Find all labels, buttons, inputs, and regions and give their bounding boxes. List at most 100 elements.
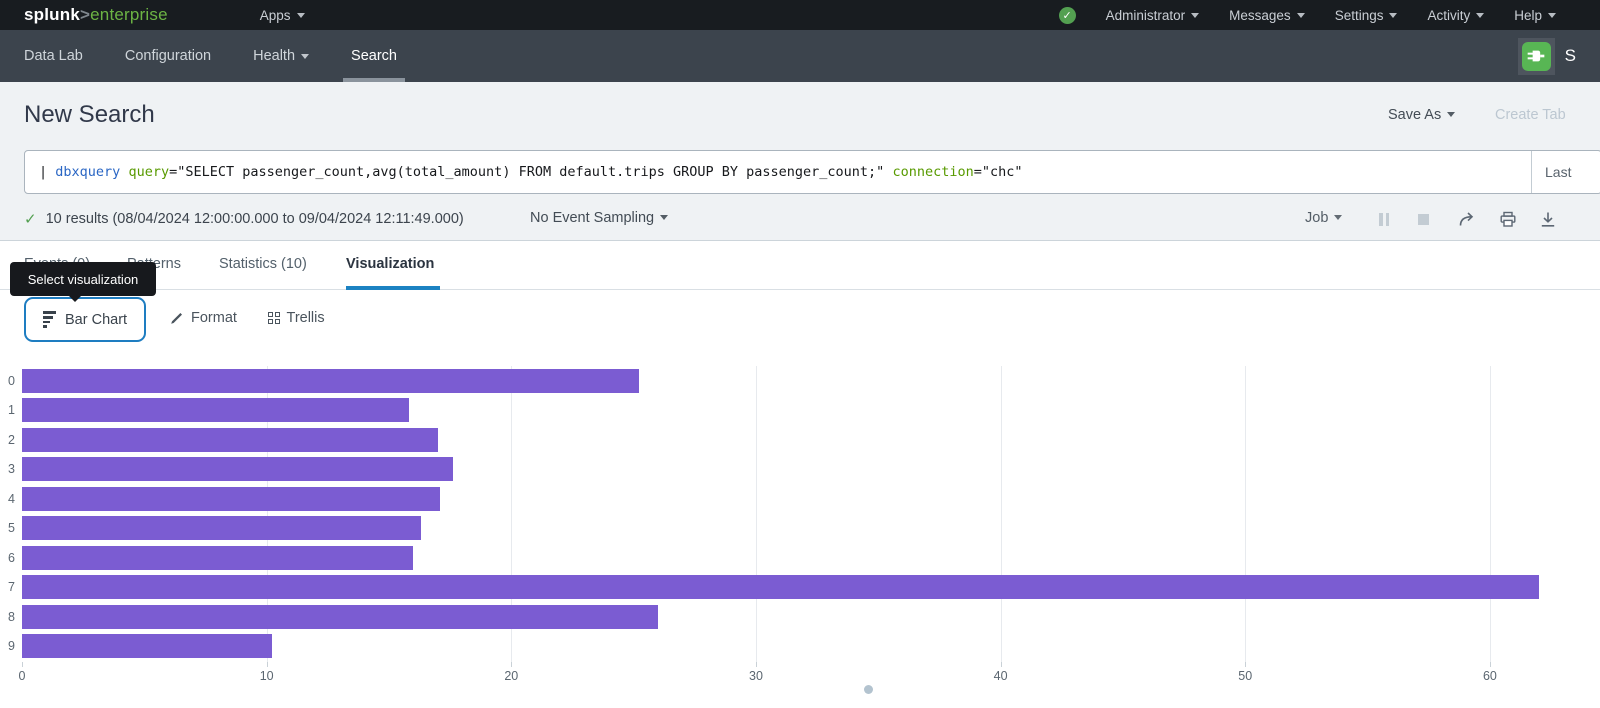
x-axis-tick-label: 50 [1238,669,1253,683]
bar[interactable] [22,486,441,511]
time-range-picker[interactable]: Last [1531,151,1600,193]
x-axis-tick-label: 60 [1482,669,1497,683]
x-axis-tick [1000,662,1002,667]
gridline [1000,366,1002,663]
x-axis-tick-label: 10 [259,669,274,683]
trellis-grid-icon [268,312,280,324]
category-label: 0 [8,373,15,388]
results-summary-group: ✓ 10 results (08/04/2024 12:00:00.000 to… [24,210,464,228]
bar[interactable] [22,604,659,629]
chart-row: 6 [8,543,1600,573]
chart-row: 9 [8,632,1600,662]
bar[interactable] [22,457,453,482]
chart-row: 0 [8,366,1600,396]
nav-item-configuration[interactable]: Configuration [124,48,212,64]
stop-job-button[interactable] [1413,210,1433,228]
x-axis-tick [1245,662,1247,667]
chevron-down-icon [1191,12,1200,18]
create-table-button: Create Tab [1495,107,1566,123]
event-sampling-menu[interactable]: No Event Sampling [530,210,669,226]
appbar-right: S [1517,37,1576,75]
x-axis-tick-label: 20 [504,669,519,683]
chart-plot: 0 1 2 3 4 5 6 7 8 9 [8,366,1600,663]
activity-menu[interactable]: Activity [1427,8,1485,23]
category-label: 8 [8,609,15,624]
category-label: 9 [8,639,15,654]
health-status-icon[interactable]: ✓ [1058,6,1076,24]
chart-row: 7 [8,573,1600,603]
bar[interactable] [22,516,421,541]
bar[interactable] [22,545,414,570]
x-axis-tick [266,662,268,667]
db-connect-app-icon-box[interactable] [1517,37,1555,75]
bar[interactable] [22,575,1539,600]
page-title: New Search [24,101,155,128]
splunk-logo[interactable]: splunk>enterprise [24,5,168,25]
query-param-connection: connection [892,164,974,180]
nav-item-search[interactable]: Search [343,30,405,82]
chart-row: 2 [8,425,1600,455]
chart-row: 3 [8,455,1600,485]
query-param-query: query [128,164,170,180]
chevron-down-icon [1476,12,1485,18]
query-sql-text: ="SELECT passenger_count,avg(total_amoun… [169,164,893,180]
visualization-toolbar: Bar Chart Format Trellis [0,290,1600,360]
search-bar: | dbxquery query ="SELECT passenger_count… [24,150,1600,194]
share-icon[interactable] [1457,210,1477,228]
pause-job-button[interactable] [1374,210,1394,228]
apps-menu[interactable]: Apps [260,8,305,23]
bar[interactable] [22,398,409,423]
tabs-bar: Events (0) Patterns Statistics (10) Visu… [0,241,1600,290]
nav-item-health[interactable]: Health [253,30,310,82]
scroll-indicator-dot[interactable] [864,685,873,694]
x-axis-tick [22,662,23,667]
messages-menu[interactable]: Messages [1229,8,1305,23]
x-axis-tick-label: 30 [749,669,763,683]
query-command: dbxquery [55,164,121,180]
settings-menu[interactable]: Settings [1335,8,1398,23]
category-label: 3 [8,462,15,477]
chart-row: 8 [8,602,1600,632]
x-axis-tick [755,662,757,667]
pencil-icon [170,311,184,325]
x-axis-tick-label: 0 [18,669,26,683]
bar-chart-icon [43,311,56,328]
x-axis-tick [1489,662,1491,667]
chevron-down-icon [1548,12,1556,18]
nav-item-data-lab[interactable]: Data Lab [24,48,83,64]
bar[interactable] [22,368,639,393]
export-icon[interactable] [1538,210,1558,228]
x-axis-tick-label: 40 [993,669,1008,683]
print-icon[interactable] [1498,210,1518,228]
topbar-right: ✓ Administrator Messages Settings Activi… [1058,6,1556,24]
plug-icon [1521,41,1551,71]
bar[interactable] [22,634,272,659]
chart-x-axis: 0 10 20 30 40 50 60 [18,662,1600,688]
tab-statistics[interactable]: Statistics (10) [219,256,307,272]
bar[interactable] [22,427,438,452]
help-menu[interactable]: Help [1514,8,1556,23]
chevron-down-icon [296,12,305,18]
category-label: 6 [8,550,15,565]
app-name-truncated: S [1564,46,1576,65]
category-label: 7 [8,580,15,595]
tab-visualization[interactable]: Visualization [346,256,435,272]
gridline [755,366,757,663]
category-label: 2 [8,432,15,447]
trellis-button[interactable]: Trellis [268,310,325,326]
chart-type-picker-button[interactable]: Bar Chart [24,297,147,342]
format-button[interactable]: Format [170,310,237,326]
search-input[interactable]: | dbxquery query ="SELECT passenger_count… [25,151,1531,193]
administrator-menu[interactable]: Administrator [1106,8,1200,23]
category-label: 5 [8,521,15,536]
save-as-button[interactable]: Save As [1388,107,1456,123]
chevron-down-icon [1296,12,1305,18]
gridline [511,366,513,663]
logo-gt: > [80,5,91,24]
results-bar: ✓ 10 results (08/04/2024 12:00:00.000 to… [0,200,1600,240]
chart-row: 4 [8,484,1600,514]
results-summary: 10 results (08/04/2024 12:00:00.000 to 0… [45,211,464,227]
check-icon: ✓ [24,211,37,228]
job-menu[interactable]: Job [1305,210,1343,226]
